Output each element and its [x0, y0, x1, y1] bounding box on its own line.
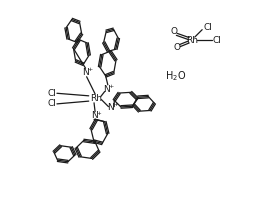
Text: H$_2$O: H$_2$O — [165, 69, 186, 83]
Text: O: O — [173, 43, 180, 52]
Text: Cl: Cl — [213, 36, 222, 45]
Text: N: N — [91, 111, 97, 120]
Text: Rh: Rh — [90, 94, 102, 103]
Text: Cl: Cl — [47, 99, 56, 108]
Text: Cl: Cl — [203, 23, 212, 32]
Text: N: N — [82, 68, 89, 77]
Text: +: + — [109, 84, 114, 89]
Text: +: + — [96, 111, 101, 116]
Text: Cl: Cl — [47, 89, 56, 98]
Text: N: N — [108, 103, 114, 112]
Text: +: + — [88, 67, 93, 73]
Text: N: N — [103, 85, 110, 93]
Text: +: + — [113, 102, 118, 107]
Text: Rh: Rh — [187, 36, 199, 45]
Text: O: O — [170, 27, 177, 36]
